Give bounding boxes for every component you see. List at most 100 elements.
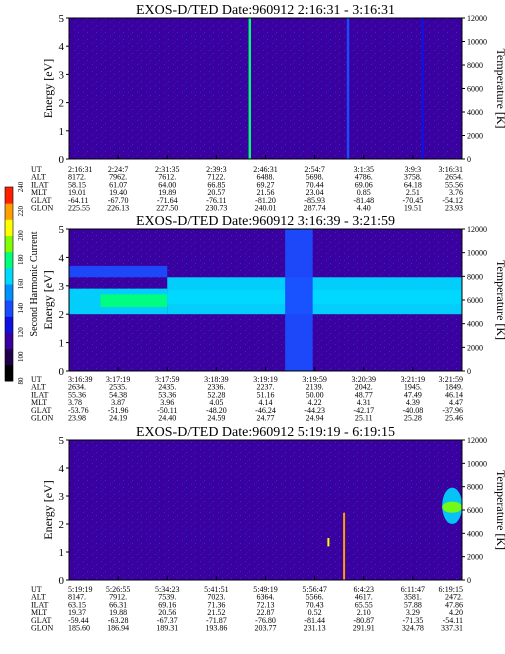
row-value: 5566. <box>306 593 324 602</box>
row-value: 203.77 <box>255 624 277 633</box>
y-tick-label: 5 <box>59 13 65 25</box>
row-value: -64.11 <box>68 196 88 205</box>
row-value: 3:17:59 <box>155 375 179 384</box>
row-value: 0.85 <box>357 188 371 197</box>
row-value: 5:34:23 <box>155 585 179 594</box>
row-value: -51.96 <box>108 406 129 415</box>
row-value: 2:46:31 <box>253 165 277 174</box>
row-value: -70.45 <box>403 196 424 205</box>
heat-band <box>69 265 168 278</box>
row-value: 3.76 <box>449 188 463 197</box>
row-value: 69.06 <box>355 180 373 189</box>
row-value: 20.56 <box>158 608 176 617</box>
heat-band <box>100 294 168 308</box>
row-value: 4.40 <box>357 204 371 213</box>
row-value: 3581. <box>404 593 422 602</box>
row-label: GLON <box>31 414 53 423</box>
y2-tick-label: 12000 <box>467 14 487 23</box>
row-value: 3:20:39 <box>352 375 376 384</box>
y-tick-label: 4 <box>59 41 65 53</box>
y-tick-label: 5 <box>59 224 65 236</box>
row-label: GLAT <box>31 406 52 415</box>
y-axis-label: Energy [eV] <box>41 59 55 118</box>
row-value: 64.00 <box>158 180 176 189</box>
row-value: 4.20 <box>449 608 463 617</box>
row-value: 3:19:19 <box>253 375 277 384</box>
y2-axis-label: Temperature [K] <box>494 48 505 128</box>
row-label: ALT <box>31 593 46 602</box>
row-label: ILAT <box>31 600 48 609</box>
row-value: -71.64 <box>157 196 178 205</box>
row-value: 70.43 <box>306 600 324 609</box>
row-value: 5:49:19 <box>253 585 277 594</box>
heat-streak <box>346 18 350 159</box>
y2-tick-label: 4000 <box>467 320 483 329</box>
row-value: 24.59 <box>207 414 225 423</box>
heat-blob <box>442 501 463 513</box>
plot-noise <box>69 440 462 580</box>
row-label: GLAT <box>31 616 52 625</box>
row-value: 2336. <box>207 383 225 392</box>
y-tick-label: 4 <box>59 252 65 264</box>
row-value: -81.48 <box>353 196 374 205</box>
row-value: 51.16 <box>257 390 275 399</box>
row-value: 53.36 <box>158 390 176 399</box>
colorbar-tick-label: 200 <box>17 230 25 241</box>
colorbar-segment <box>5 219 13 236</box>
row-value: 3.96 <box>160 398 174 407</box>
row-value: 19.40 <box>109 188 127 197</box>
row-label: MLT <box>31 398 47 407</box>
row-value: -71.87 <box>206 616 227 625</box>
row-value: 63.15 <box>68 600 86 609</box>
row-value: 19.37 <box>68 608 86 617</box>
y2-axis-label: Temperature [K] <box>494 260 505 340</box>
row-value: 24.19 <box>109 414 127 423</box>
row-label: GLON <box>31 204 53 213</box>
row-value: 1849. <box>445 383 463 392</box>
row-label: ILAT <box>31 390 48 399</box>
row-value: 55.56 <box>445 180 463 189</box>
y2-tick-label: 10000 <box>467 459 487 468</box>
row-value: -42.17 <box>353 406 374 415</box>
row-value: 2:54:7 <box>304 165 324 174</box>
row-value: 4.39 <box>406 398 420 407</box>
row-value: 72.13 <box>257 600 275 609</box>
y2-tick-label: 10000 <box>467 38 487 47</box>
colorbar-segment <box>5 300 13 317</box>
row-label: ILAT <box>31 180 48 189</box>
colorbar-tick-label: 120 <box>17 327 25 338</box>
row-value: 240.01 <box>255 204 277 213</box>
row-value: 2:31:35 <box>155 165 179 174</box>
panel-title: EXOS-D/TED Date:960912 5:19:19 - 6:19:15 <box>136 425 395 440</box>
row-value: 3.87 <box>111 398 125 407</box>
row-value: 3:21:19 <box>401 375 425 384</box>
row-value: 8147. <box>68 593 86 602</box>
y-tick-label: 0 <box>59 154 65 166</box>
colorbar-tick-label: 100 <box>17 351 25 362</box>
row-value: 50.00 <box>306 390 324 399</box>
row-value: -53.76 <box>68 406 89 415</box>
row-value: 48.77 <box>355 390 373 399</box>
colorbar-tick-label: 240 <box>17 181 25 192</box>
colorbar-segment <box>5 251 13 269</box>
row-value: 54.38 <box>109 390 127 399</box>
row-value: 4.14 <box>259 398 273 407</box>
panel-title: EXOS-D/TED Date:960912 2:16:31 - 3:16:31 <box>136 3 395 18</box>
y-tick-label: 1 <box>59 338 65 350</box>
plot-noise <box>69 18 462 159</box>
colorbar-segment <box>5 332 13 350</box>
row-value: 230.73 <box>205 204 227 213</box>
row-value: 2472. <box>445 593 463 602</box>
row-value: 2139. <box>306 383 324 392</box>
row-value: 6:19:15 <box>439 585 463 594</box>
row-value: 6:4:23 <box>354 585 374 594</box>
y-tick-label: 0 <box>59 366 65 378</box>
row-label: ALT <box>31 383 46 392</box>
colorbar-segment <box>5 235 13 253</box>
heat-streak <box>248 18 251 159</box>
colorbar: 80 100 120 140 160 180 200 220 240 Second Harmoni… <box>4 181 40 385</box>
y2-tick-label: 10000 <box>467 249 487 258</box>
row-value: 23.04 <box>306 188 324 197</box>
row-value: 4786. <box>355 173 373 182</box>
y-tick-label: 0 <box>59 575 65 587</box>
